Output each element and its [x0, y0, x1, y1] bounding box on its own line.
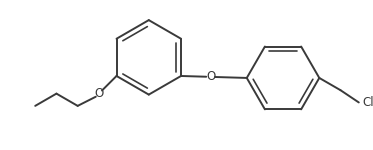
Text: Cl: Cl	[363, 96, 373, 109]
Text: O: O	[206, 70, 215, 83]
Text: O: O	[94, 87, 103, 100]
